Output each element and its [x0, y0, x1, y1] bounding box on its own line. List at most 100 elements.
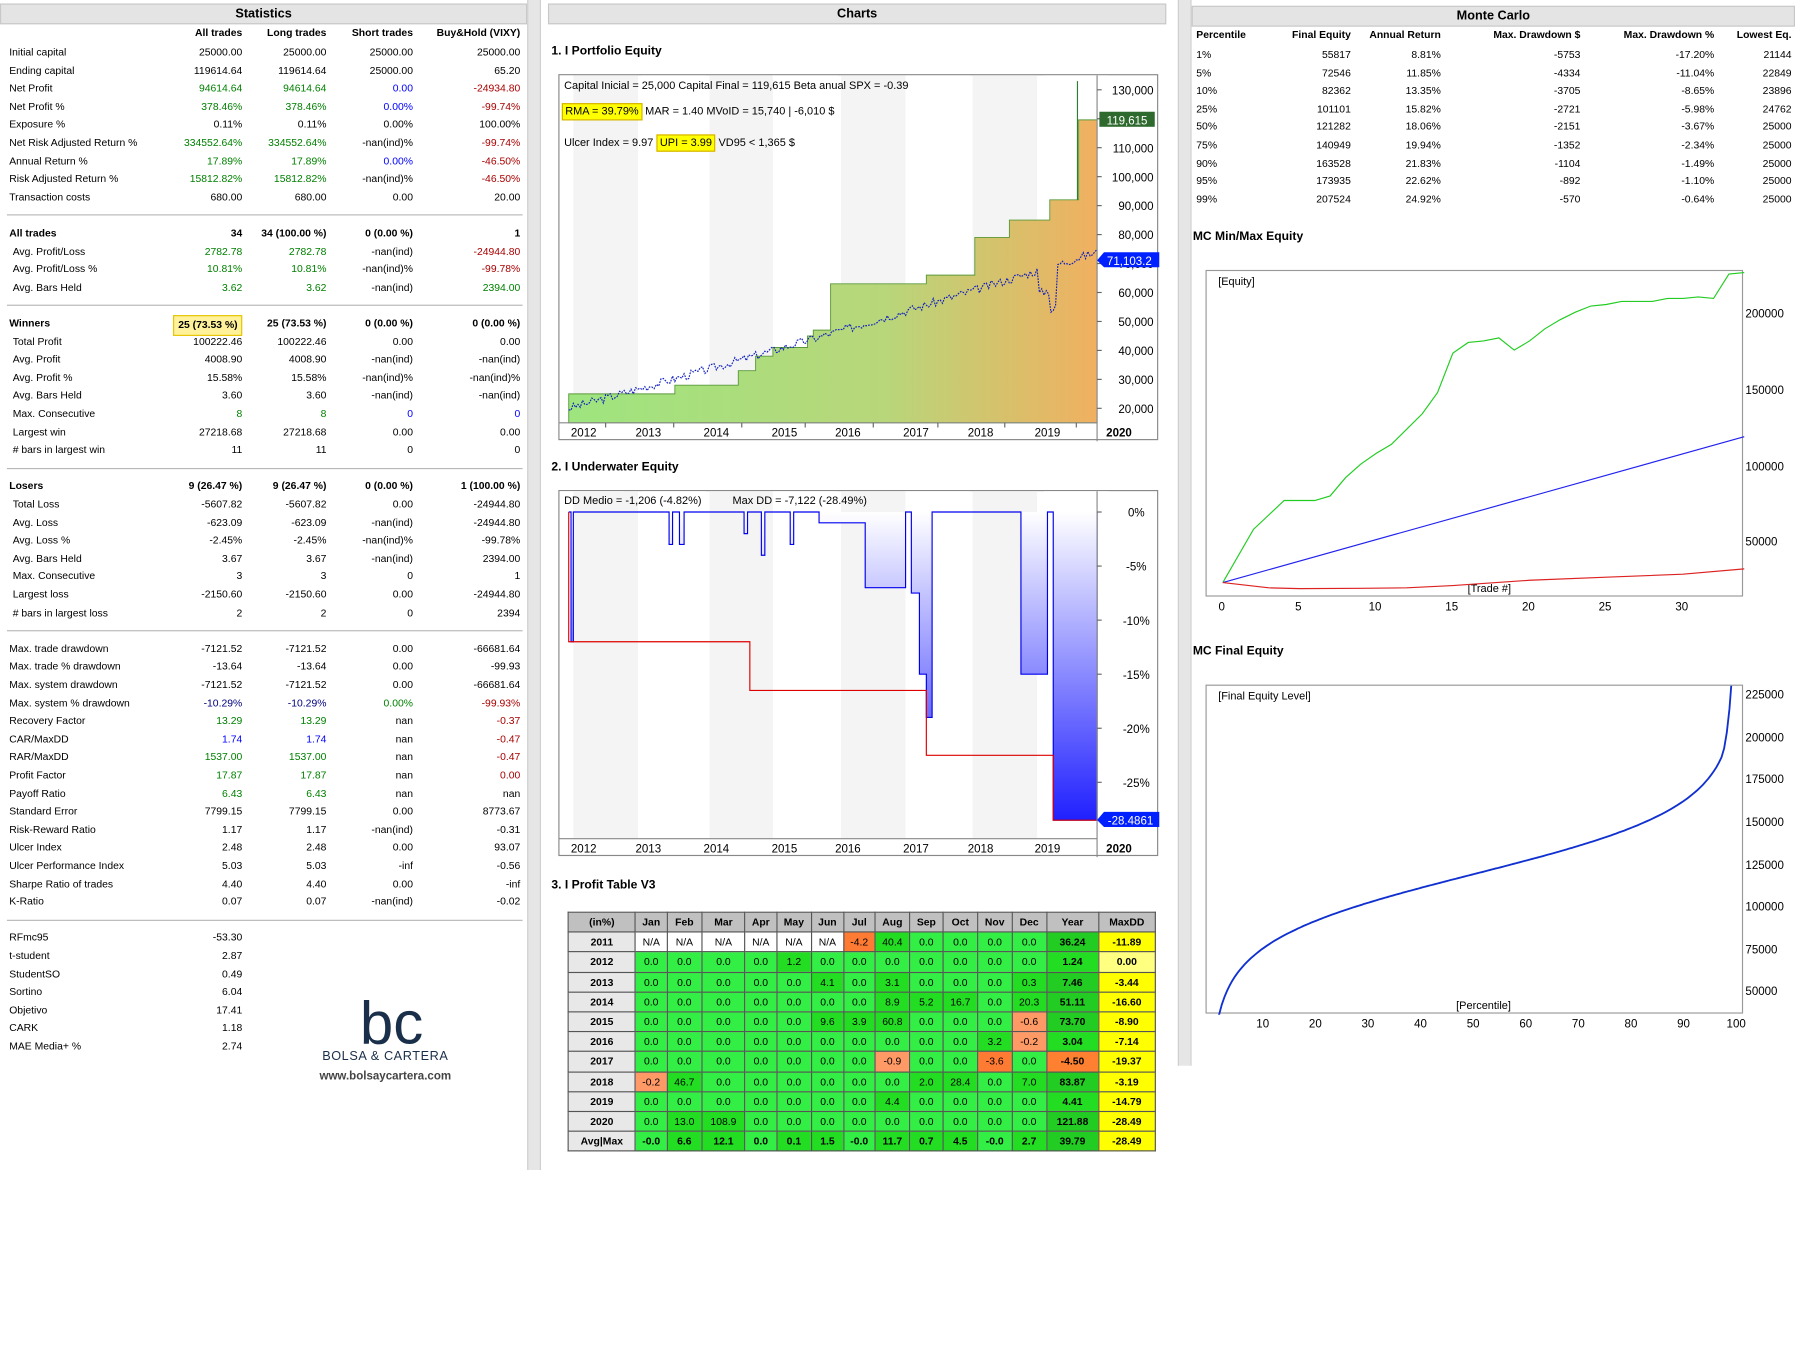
stat-row: Largest loss -2150.60 -2150.60 0.00 -24944.8… [7, 586, 523, 604]
mc-minmax-x-tick: 10 [1368, 601, 1382, 614]
mc-row: 10% 82362 13.35% -3705 -8.65% 23896 [1192, 82, 1800, 100]
profit-table-cell: -11.89 [1097, 931, 1156, 953]
stat-value: 2.74 [222, 1040, 243, 1052]
stat-label: Avg. Loss % [12, 534, 71, 546]
stat-value: 100222.46 [277, 335, 327, 348]
profit-table-year: 2011 [567, 931, 637, 953]
mc-minmax-x-tick: 30 [1675, 601, 1689, 614]
mc-cell: -1.49% [1681, 157, 1715, 169]
profit-table-cell: 4.4 [874, 1090, 911, 1112]
stat-label: Net Risk Adjusted Return % [9, 136, 138, 149]
stat-row: Sortino 6.04 [7, 984, 523, 1002]
mc-cell: 140949 [1316, 139, 1351, 151]
profit-table-cell: N/A [666, 931, 703, 953]
stat-label: MAE Media+ % [9, 1040, 82, 1052]
mc-cell: 75% [1196, 139, 1218, 151]
underwater-y-tick: -15% [1123, 670, 1150, 682]
profit-table-cell: 9.6 [810, 1011, 845, 1033]
stat-value: -46.50% [481, 172, 521, 185]
charts-panel: Charts 1. I Portfolio Equity 130,000120,… [540, 0, 1178, 1168]
profit-table-year: 2014 [567, 991, 637, 1013]
stat-value: 6.04 [222, 986, 243, 998]
mc-minmax-chart: [Equity] [Trade #] [1205, 269, 1745, 597]
stat-value: -nan(ind)% [362, 172, 413, 185]
profit-table-row: Avg|Max -0.0 6.6 12.1 0.0 0.1 1.5 -0.0 11.7 0.7 4.… [567, 1130, 1156, 1152]
stat-label: Losers [9, 480, 44, 492]
profit-table-cell: 3.2 [977, 1031, 1013, 1053]
stat-row: Standard Error 7799.15 7799.15 0.00 8773.67 [7, 803, 523, 821]
mc-cell: 8.81% [1411, 48, 1441, 61]
stat-value: -0.02 [496, 895, 521, 908]
stat-label: Total Loss [12, 498, 60, 510]
stat-value: 0.00 [392, 190, 413, 203]
stat-row: Losers 9 (26.47 %) 9 (26.47 %) 0 (0.00 %) 1 … [7, 478, 523, 496]
profit-table-row: 2012 0.0 0.0 0.0 0.0 1.2 0.0 0.0 0.0 0.0 0.0 0.0 0.0… [567, 951, 1156, 973]
stat-row: Recovery Factor 13.29 13.29 nan -0.37 [7, 713, 523, 731]
stat-label: Recovery Factor [9, 714, 86, 727]
profit-table-cell: -3.6 [977, 1051, 1013, 1073]
profit-table-cell: 0.0 [775, 971, 812, 993]
stat-row: Max. system % drawdown -10.29% -10.29% 0.00… [7, 695, 523, 713]
stat-value: -inf [505, 877, 521, 890]
stat-separator [6, 305, 523, 307]
profit-table-cell: -14.79 [1097, 1090, 1156, 1112]
stat-label: Largest loss [12, 588, 69, 601]
profit-table-cell: N/A [775, 931, 812, 953]
stat-value: 1537.00 [204, 751, 243, 763]
stat-row: Avg. Profit % 15.58% 15.58% -nan(ind)% -nan(… [7, 369, 523, 387]
underwater-x-tick: 2012 [571, 844, 597, 856]
underwater-plot: 0% -5% -10% -15% -20% -25% 2012 2013 2014 2015 201… [559, 491, 1160, 858]
profit-table-cell: 0.3 [1011, 971, 1048, 993]
stat-value: -nan(ind) [371, 895, 413, 908]
mc-final-x-tick: 90 [1677, 1018, 1690, 1031]
profit-table-cell: 0.0 [977, 951, 1013, 973]
profit-table-cell: 1.5 [810, 1130, 845, 1152]
stat-value: 5.03 [306, 859, 327, 872]
mc-cell: 25000 [1762, 193, 1792, 205]
stat-value: -24944.80 [473, 245, 521, 257]
stat-value: -99.74% [481, 100, 521, 113]
montecarlo-panel: Monte Carlo Percentile Final Equity Annu… [1191, 0, 1800, 1165]
stat-value: 0.11% [213, 118, 243, 131]
stat-value: -7121.52 [201, 678, 243, 691]
profit-table-row: 2015 0.0 0.0 0.0 0.0 0.0 9.6 3.9 60.8 0.0 0.0 0.0 -0… [567, 1011, 1156, 1033]
profit-table-cell: 0.0 [1011, 1110, 1048, 1132]
stat-value: 1 (100.00 %) [460, 480, 521, 492]
stat-label: # bars in largest win [12, 443, 106, 456]
profit-table-row: 2018 -0.2 46.7 0.0 0.0 0.0 0.0 0.0 0.0 2.0 28.4 0.0… [567, 1070, 1156, 1093]
stat-value: 1.17 [306, 823, 327, 835]
profit-table-cell: 0.0 [977, 1090, 1013, 1112]
profit-table-cell: 0.0 [775, 991, 812, 1013]
profit-table-cell: 0.0 [666, 951, 703, 973]
stat-value: 1.18 [222, 1022, 243, 1034]
stat-label: Payoff Ratio [9, 787, 66, 799]
stat-value: 0.00 [392, 498, 413, 510]
profit-table-cell: 4.5 [942, 1130, 979, 1152]
profit-table-year: 2016 [567, 1031, 637, 1053]
stat-value: 17.89% [291, 154, 327, 167]
mc-final-x-tick: 20 [1308, 1018, 1322, 1031]
stat-value: 13.29 [300, 714, 327, 727]
charts-header: Charts [547, 3, 1167, 25]
profit-table-cell: 0.0 [810, 1051, 845, 1073]
profit-table-cell: 0.0 [842, 1031, 876, 1053]
profit-table-cell: 73.70 [1045, 1011, 1099, 1033]
stat-row: Objetivo 17.41 [7, 1002, 523, 1020]
profit-table-cell: 0.0 [744, 1031, 778, 1053]
stat-value: 15.58% [207, 371, 243, 384]
mc-row: 95% 173935 22.62% -892 -1.10% 25000 [1192, 173, 1800, 191]
profit-table-cell: -4.50 [1045, 1051, 1099, 1073]
stat-value: 0.00 [392, 335, 413, 348]
mc-cell: 22849 [1762, 66, 1792, 79]
stat-value: -nan(ind) [371, 389, 413, 402]
stat-value: 25000.00 [369, 64, 413, 76]
stat-value: -5607.82 [285, 498, 327, 510]
stat-row: Initial capital 25000.00 25000.00 25000.00 2… [7, 44, 523, 62]
stat-value: 8 [320, 407, 327, 420]
mc-cell: 82362 [1321, 84, 1351, 97]
profit-table-cell: 36.24 [1045, 931, 1099, 953]
stat-value: 0.00 [392, 82, 413, 95]
stat-value: -0.31 [496, 823, 521, 835]
profit-table-cell: 46.7 [666, 1070, 703, 1093]
stat-value: -46.50% [481, 154, 521, 167]
